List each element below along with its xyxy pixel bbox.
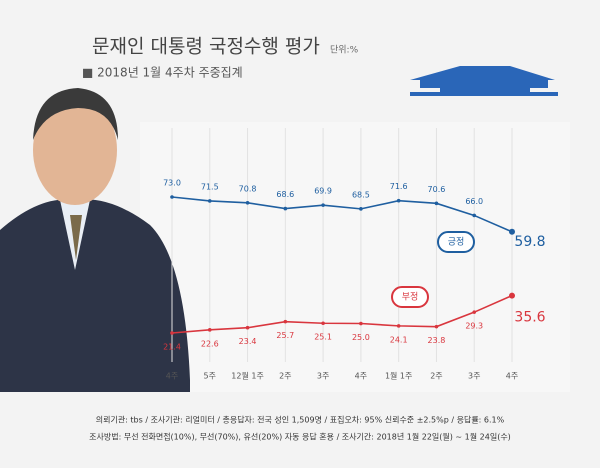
- value-label: 23.8: [428, 336, 446, 345]
- point: [170, 331, 174, 335]
- x-tick-label: 4주: [166, 372, 178, 381]
- subtitle: ■ 2018년 1월 4주차 주중집계: [82, 66, 243, 80]
- legend-label: 긍정: [448, 237, 465, 248]
- x-tick-label: 3주: [317, 372, 329, 381]
- note: 조사방법: 무선 전화면접(10%), 무선(70%), 유선(20%) 자동 …: [89, 432, 511, 442]
- point: [207, 199, 212, 203]
- value-label: 21.4: [163, 343, 181, 352]
- value-label: 23.4: [239, 337, 257, 346]
- legend-bubble: [437, 231, 475, 253]
- legend-label: 부정: [402, 292, 419, 303]
- value-label: 70.6: [428, 185, 446, 194]
- point: [283, 319, 288, 324]
- value-label: 71.6: [390, 182, 408, 191]
- value-label: 25.0: [352, 333, 370, 342]
- point: [509, 228, 515, 235]
- value-label: 25.1: [314, 333, 332, 342]
- point: [472, 213, 477, 218]
- value-label: 68.6: [276, 190, 294, 199]
- point: [207, 328, 212, 332]
- blue-house-icon: [410, 66, 558, 96]
- point: [434, 201, 439, 206]
- x-tick-label: 3주: [468, 372, 480, 381]
- value-label: 70.8: [239, 184, 257, 193]
- plot-panel: [140, 122, 570, 392]
- x-tick-label: 4주: [506, 372, 518, 381]
- note: 의뢰기관: tbs / 조사기관: 리얼미터 / 총응답자: 전국 성인 1,5…: [96, 415, 505, 425]
- point: [321, 321, 325, 326]
- unit-label: 단위:%: [330, 45, 359, 56]
- point: [170, 195, 174, 199]
- value-label: 59.8: [514, 234, 545, 250]
- series-line: [171, 196, 513, 233]
- point: [396, 324, 401, 328]
- legend-bubble: [391, 286, 429, 308]
- x-tick-label: 2주: [430, 372, 442, 381]
- value-label: 29.3: [465, 322, 483, 331]
- point: [359, 321, 363, 326]
- point: [245, 200, 250, 205]
- series-line: [171, 294, 513, 334]
- portrait: [0, 88, 190, 392]
- point: [396, 198, 401, 203]
- x-tick-label: 5주: [204, 372, 216, 381]
- x-tick-label: 2주: [279, 372, 291, 381]
- point: [283, 206, 288, 211]
- point: [472, 310, 477, 314]
- point: [321, 203, 325, 207]
- value-label: 35.6: [514, 310, 545, 326]
- value-label: 66.0: [465, 197, 483, 206]
- value-label: 68.5: [352, 190, 370, 199]
- value-label: 25.7: [276, 331, 294, 340]
- value-label: 71.5: [201, 182, 219, 191]
- chart-title: 문재인 대통령 국정수행 평가: [92, 36, 320, 58]
- point: [434, 324, 439, 329]
- point: [509, 292, 515, 299]
- value-label: 69.9: [314, 187, 332, 196]
- x-tick-label: 4주: [355, 372, 367, 381]
- value-label: 24.1: [390, 335, 408, 344]
- x-tick-label: 12월 1주: [231, 371, 264, 381]
- value-label: 22.6: [201, 339, 219, 348]
- point: [245, 325, 250, 330]
- point: [359, 207, 363, 211]
- value-label: 73.0: [163, 179, 181, 188]
- x-tick-label: 1월 1주: [385, 371, 412, 381]
